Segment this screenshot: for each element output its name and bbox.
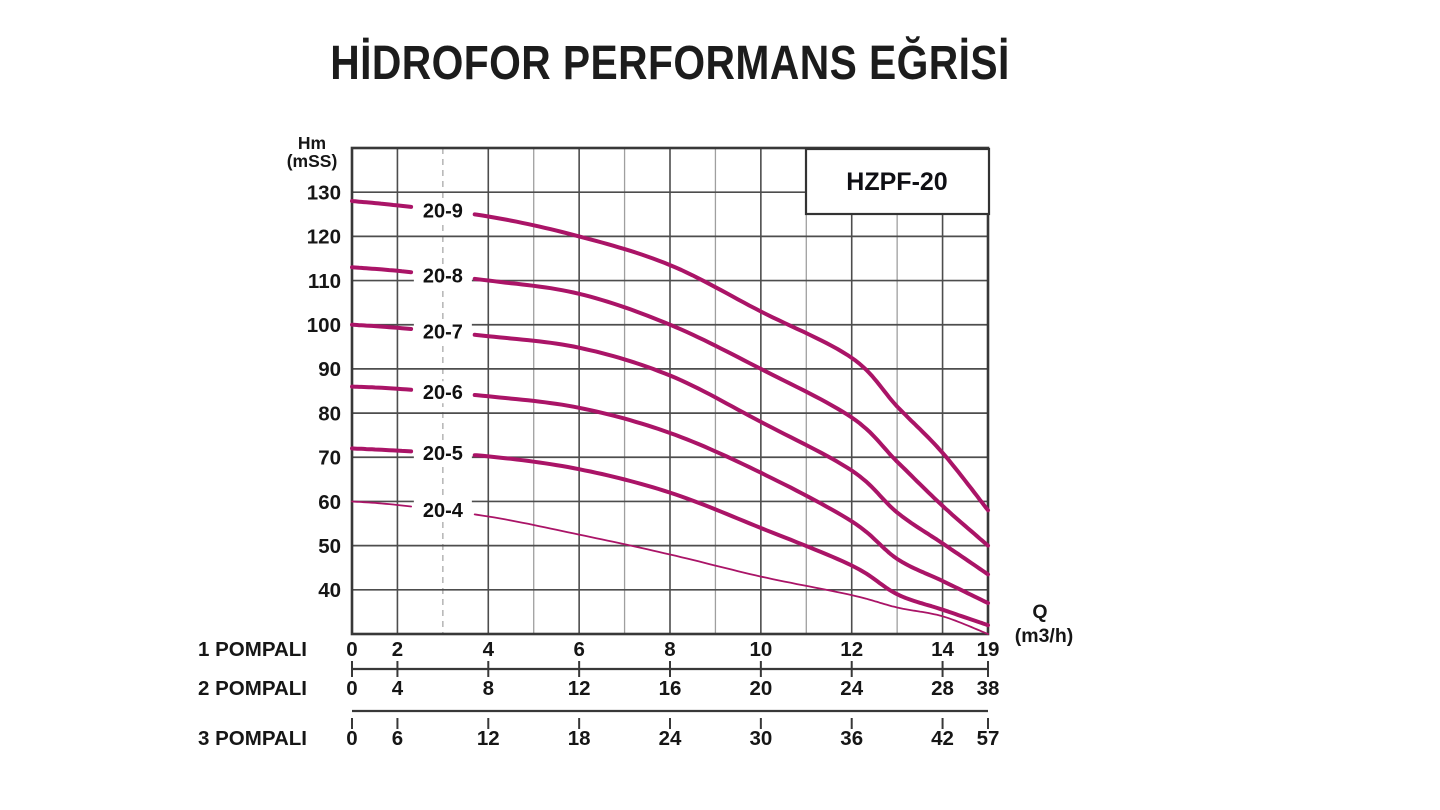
curve-label-bg-20-7 (413, 320, 472, 343)
y-tick-label: 70 (318, 447, 341, 470)
y-tick-label: 60 (318, 491, 341, 514)
pump-curve-20-9-head (350, 199, 414, 209)
x-tick-label-2p: 24 (840, 677, 863, 700)
x-tick-label-3p: 24 (659, 727, 682, 750)
x-tick-label-1p: 19 (977, 638, 1000, 661)
y-tick-label: 120 (307, 226, 341, 249)
curves-layer (350, 199, 990, 635)
x-tick-label-3p: 0 (346, 727, 357, 750)
curve-label-bg-20-4 (413, 499, 472, 522)
x-tick-label-2p: 28 (931, 677, 954, 700)
x-scale-row-label-1: 1 POMPALI (198, 638, 307, 661)
curve-label-20-6: 20-6 (423, 382, 463, 404)
curve-labels-layer: 20-9 20-8 20-7 20-6 20-5 20-4 (413, 199, 472, 522)
y-tick-label: 50 (318, 535, 341, 558)
pump-curve-20-9-tail (472, 212, 990, 513)
curve-label-20-8: 20-8 (423, 265, 463, 287)
curve-label-bg-20-8 (413, 264, 472, 287)
y-tick-label: 80 (318, 402, 341, 425)
x-axis-unit-line1: Q (1032, 601, 1047, 623)
pump-curve-20-6-tail (472, 393, 990, 606)
x-tick-label-1p: 12 (840, 638, 863, 661)
x-axis-unit-line2: (m3/h) (1015, 625, 1074, 647)
y-tick-label: 90 (318, 358, 341, 381)
x-tick-label-1p: 10 (749, 638, 772, 661)
x-tick-label-1p: 14 (931, 638, 954, 661)
y-tick-label: 100 (307, 314, 341, 337)
x-tick-label-1p: 0 (346, 638, 357, 661)
pump-curve-20-8-tail (472, 276, 990, 548)
y-tick-label: 130 (307, 181, 341, 204)
y-axis-unit-line2: (mSS) (287, 151, 338, 171)
x-tick-label-2p: 38 (977, 677, 1000, 700)
y-tick-label: 110 (308, 270, 341, 293)
pump-curve-20-5-tail (472, 453, 990, 628)
pump-curve-20-4-tail (473, 513, 989, 635)
pump-curve-20-7-head (350, 322, 414, 331)
x-tick-label-1p: 2 (392, 638, 403, 661)
x-scale-row-label-3: 3 POMPALI (198, 727, 307, 750)
model-label: HZPF-20 (846, 168, 947, 196)
chart-title: HİDROFOR PERFORMANS EĞRİSİ (330, 36, 1010, 90)
y-axis-unit-line1: Hm (298, 133, 326, 153)
x-tick-label-1p: 6 (573, 638, 584, 661)
pump-curve-20-4-head (351, 500, 413, 508)
pump-curve-20-6-head (350, 384, 414, 392)
curve-label-20-5: 20-5 (423, 443, 463, 465)
x-tick-label-2p: 20 (749, 677, 772, 700)
model-box-rect (804, 147, 991, 216)
x-tick-label-3p: 57 (977, 727, 1000, 750)
x-tick-label-1p: 4 (483, 638, 495, 661)
curve-label-bg-20-5 (413, 442, 472, 465)
pump-curve-20-5-head (350, 446, 414, 454)
x-tick-label-2p: 12 (568, 677, 591, 700)
x-tick-label-3p: 30 (749, 727, 772, 750)
plot-border (350, 146, 990, 636)
curve-label-20-9: 20-9 (423, 200, 463, 222)
x-tick-label-2p: 8 (483, 677, 494, 700)
x-tick-label-3p: 36 (840, 727, 863, 750)
curve-label-bg-20-6 (413, 381, 472, 404)
x-tick-label-3p: 42 (931, 727, 954, 750)
pump-curve-20-7-tail (472, 332, 990, 577)
x-tick-label-2p: 0 (346, 677, 357, 700)
x-tick-label-3p: 12 (477, 727, 500, 750)
model-label-box: HZPF-20 (804, 147, 991, 216)
curve-label-20-7: 20-7 (423, 322, 463, 344)
x-scale-row-label-2: 2 POMPALI (198, 677, 307, 700)
x-tick-label-2p: 4 (392, 677, 404, 700)
y-tick-label: 40 (318, 579, 341, 602)
x-tick-label-3p: 18 (568, 727, 591, 750)
pump-curve-20-8-head (350, 265, 414, 275)
x-tick-label-3p: 6 (392, 727, 403, 750)
curve-label-bg-20-9 (413, 199, 472, 222)
x-tick-label-1p: 8 (664, 638, 675, 661)
x-tick-label-2p: 16 (659, 677, 682, 700)
curve-label-20-4: 20-4 (423, 500, 464, 522)
